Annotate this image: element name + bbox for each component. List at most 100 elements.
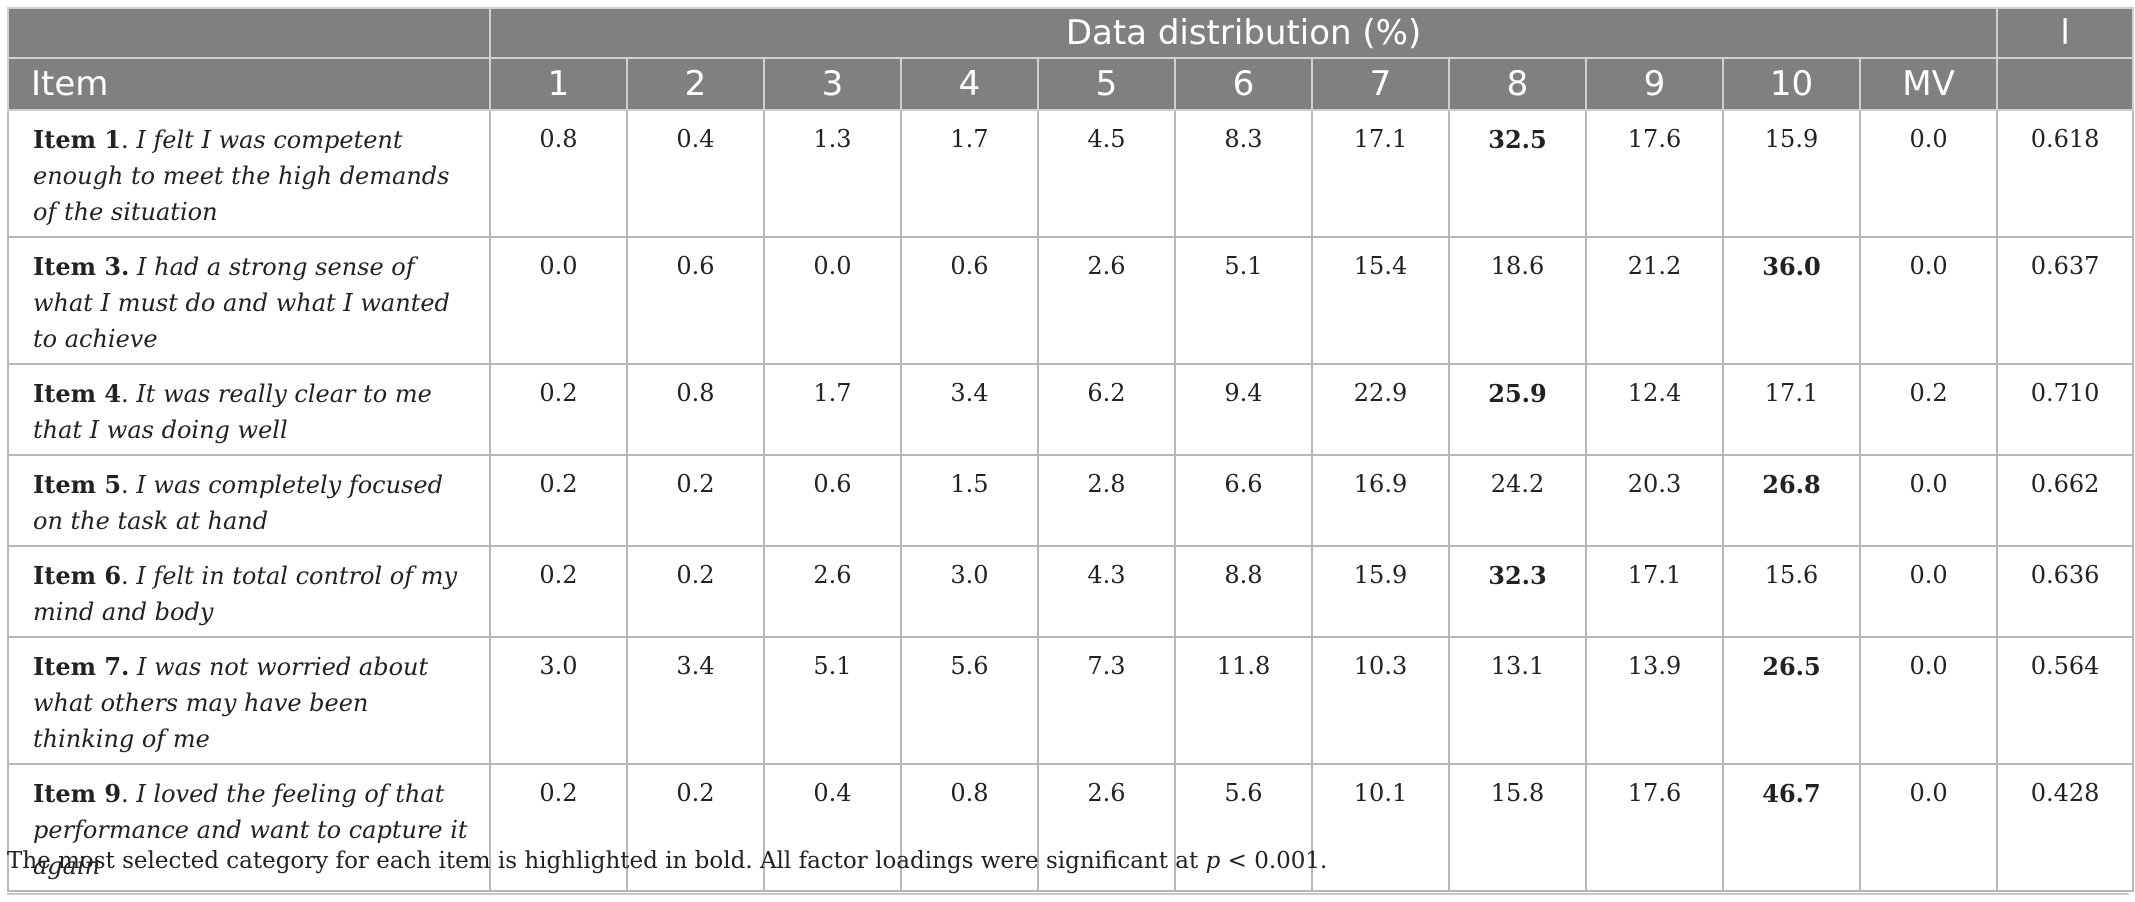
value-cell: 0.8 bbox=[489, 109, 628, 238]
item-label-suffix: . bbox=[121, 471, 129, 499]
value-cell: 22.9 bbox=[1311, 363, 1450, 456]
table-row: Item 3. I had a strong sense of what I m… bbox=[7, 236, 2135, 365]
value-cell: 25.9 bbox=[1448, 363, 1587, 456]
value-cell: 1.7 bbox=[900, 109, 1039, 238]
value-cell: 0.2 bbox=[489, 545, 628, 638]
value-cell: 0.2 bbox=[626, 454, 765, 547]
item-statement: I felt I was competent enough to meet th… bbox=[33, 126, 450, 226]
value-cell: 2.6 bbox=[1037, 236, 1176, 365]
value-cell: 8.3 bbox=[1174, 109, 1313, 238]
item-label: Item 1 bbox=[33, 125, 122, 154]
value-cell: 15.4 bbox=[1311, 236, 1450, 365]
value-cell: 0.2 bbox=[1858, 363, 1999, 456]
header-col-10: 10 bbox=[1722, 57, 1861, 111]
value-cell: 2.6 bbox=[1037, 763, 1176, 892]
value-cell: 26.8 bbox=[1722, 454, 1861, 547]
value-cell: 13.1 bbox=[1448, 636, 1587, 765]
value-cell: 3.0 bbox=[900, 545, 1039, 638]
value-cell: 0.2 bbox=[489, 454, 628, 547]
item-statement: I loved the feeling of that performance … bbox=[33, 780, 468, 880]
value-cell: 21.2 bbox=[1585, 236, 1724, 365]
header-col-9: 9 bbox=[1585, 57, 1724, 111]
value-cell: 4.5 bbox=[1037, 109, 1176, 238]
item-statement: I was completely focused on the task at … bbox=[33, 471, 443, 535]
value-cell: 17.6 bbox=[1585, 109, 1724, 238]
item-cell: Item 5. I was completely focused on the … bbox=[7, 454, 491, 547]
value-cell: 4.3 bbox=[1037, 545, 1176, 638]
header-col-5: 5 bbox=[1037, 57, 1176, 111]
value-cell: 6.6 bbox=[1174, 454, 1313, 547]
value-cell: 0.4 bbox=[763, 763, 902, 892]
header-col-4: 4 bbox=[900, 57, 1039, 111]
value-cell: 3.4 bbox=[900, 363, 1039, 456]
item-cell: Item 6. I felt in total control of my mi… bbox=[7, 545, 491, 638]
header-col-3: 3 bbox=[763, 57, 902, 111]
item-label-suffix: . bbox=[121, 562, 129, 590]
footnote-suffix: < 0.001. bbox=[1220, 848, 1328, 874]
value-cell: 46.7 bbox=[1722, 763, 1861, 892]
table-body: Item 1. I felt I was competent enough to… bbox=[7, 109, 2135, 892]
item-label-suffix: . bbox=[121, 380, 129, 408]
table-row: Item 7. I was not worried about what oth… bbox=[7, 636, 2135, 765]
value-cell: 0.0 bbox=[1858, 109, 1999, 238]
footnote-p-symbol: p bbox=[1205, 848, 1221, 874]
item-label: Item 3. bbox=[33, 252, 130, 281]
value-cell: 0.0 bbox=[1858, 236, 1999, 365]
value-cell: 5.6 bbox=[1174, 763, 1313, 892]
value-cell: 0.0 bbox=[1858, 763, 1999, 892]
value-cell: 16.9 bbox=[1311, 454, 1450, 547]
header-item: Item bbox=[7, 57, 491, 111]
header-col-mv: MV bbox=[1858, 57, 1999, 111]
value-cell: 8.8 bbox=[1174, 545, 1313, 638]
value-cell: 0.2 bbox=[626, 763, 765, 892]
value-cell: 1.7 bbox=[763, 363, 902, 456]
header-blank-cell bbox=[7, 7, 491, 59]
value-cell: 9.4 bbox=[1174, 363, 1313, 456]
value-cell: 20.3 bbox=[1585, 454, 1724, 547]
value-cell: 0.0 bbox=[1858, 636, 1999, 765]
footnote-prefix: The most selected category for each item… bbox=[7, 848, 1206, 874]
header-col-7: 7 bbox=[1311, 57, 1450, 111]
value-cell: 17.6 bbox=[1585, 763, 1724, 892]
value-cell: 0.8 bbox=[900, 763, 1039, 892]
value-cell: 32.5 bbox=[1448, 109, 1587, 238]
value-cell: 15.9 bbox=[1722, 109, 1861, 238]
value-cell: 0.6 bbox=[900, 236, 1039, 365]
value-cell: 36.0 bbox=[1722, 236, 1861, 365]
value-cell: 3.4 bbox=[626, 636, 765, 765]
value-cell: 0.0 bbox=[1858, 454, 1999, 547]
item-statement: I was not worried about what others may … bbox=[33, 653, 429, 753]
header-l: l bbox=[1996, 7, 2135, 59]
value-cell: 0.0 bbox=[763, 236, 902, 365]
item-cell: Item 7. I was not worried about what oth… bbox=[7, 636, 491, 765]
value-cell: 1.5 bbox=[900, 454, 1039, 547]
loading-cell: 0.564 bbox=[1996, 636, 2135, 765]
item-label: Item 4 bbox=[33, 379, 122, 408]
table-footnote: The most selected category for each item… bbox=[7, 848, 1327, 874]
value-cell: 0.2 bbox=[626, 545, 765, 638]
item-label: Item 6 bbox=[33, 561, 122, 590]
header-col-1: 1 bbox=[489, 57, 628, 111]
loading-cell: 0.637 bbox=[1996, 236, 2135, 365]
table-row: Item 9. I loved the feeling of that perf… bbox=[7, 763, 2135, 892]
value-cell: 5.1 bbox=[763, 636, 902, 765]
table-row: Item 5. I was completely focused on the … bbox=[7, 454, 2135, 547]
loading-cell: 0.710 bbox=[1996, 363, 2135, 456]
loading-cell: 0.618 bbox=[1996, 109, 2135, 238]
loading-cell: 0.428 bbox=[1996, 763, 2135, 892]
value-cell: 17.1 bbox=[1311, 109, 1450, 238]
value-cell: 5.6 bbox=[900, 636, 1039, 765]
table-row: Item 1. I felt I was competent enough to… bbox=[7, 109, 2135, 238]
header-col-8: 8 bbox=[1448, 57, 1587, 111]
value-cell: 3.0 bbox=[489, 636, 628, 765]
value-cell: 32.3 bbox=[1448, 545, 1587, 638]
group-header-data-distribution: Data distribution (%) bbox=[488, 7, 1999, 59]
value-cell: 26.5 bbox=[1722, 636, 1861, 765]
loading-cell: 0.636 bbox=[1996, 545, 2135, 638]
value-cell: 13.9 bbox=[1585, 636, 1724, 765]
data-distribution-table: Data distribution (%) l Item 1 2 3 4 5 6… bbox=[7, 7, 2135, 892]
item-cell: Item 3. I had a strong sense of what I m… bbox=[7, 236, 491, 365]
data-table-container: Data distribution (%) l Item 1 2 3 4 5 6… bbox=[7, 7, 2135, 892]
value-cell: 0.6 bbox=[763, 454, 902, 547]
value-cell: 10.1 bbox=[1311, 763, 1450, 892]
